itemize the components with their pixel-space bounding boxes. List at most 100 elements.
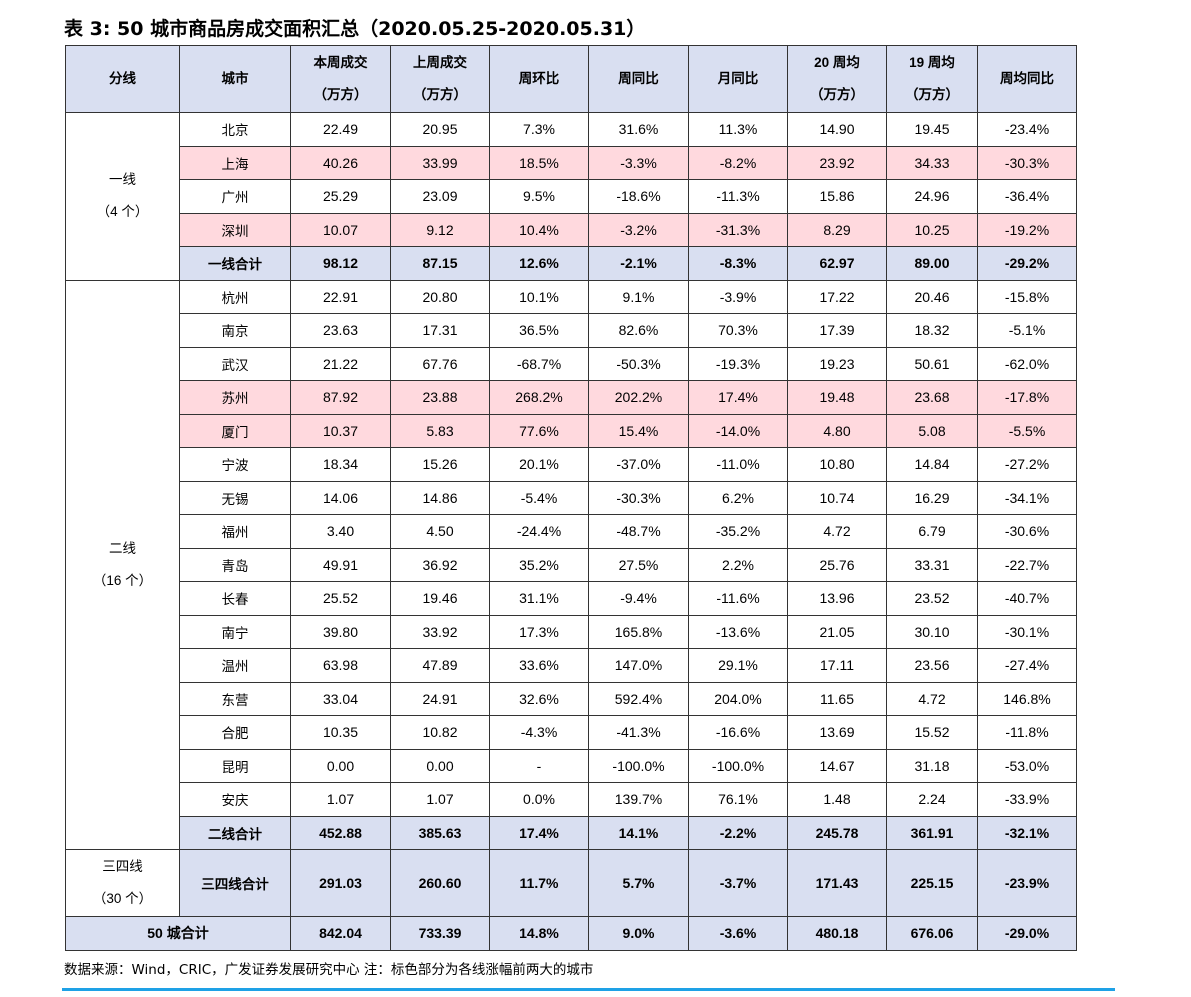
column-header: 周环比 <box>489 45 589 113</box>
value-cell: 268.2% <box>489 380 589 415</box>
value-cell: -11.0% <box>688 447 788 482</box>
value-cell: 11.7% <box>489 849 589 917</box>
city-cell: 苏州 <box>179 380 291 415</box>
value-cell: 18.32 <box>886 313 978 348</box>
table-row: 上海 40.26 33.99 18.5% -3.3% -8.2% 23.92 34.33 -30… <box>66 145 1077 180</box>
table-row: 苏州 87.92 23.88 268.2% 202.2% 17.4% 19.48 23.68-… <box>66 380 1077 415</box>
value-cell: 23.88 <box>390 380 490 415</box>
table-row: 安庆 1.07 1.07 0.0% 139.7% 76.1% 1.48 2.24 -33.9% <box>66 782 1077 817</box>
column-header: 城市 <box>179 45 291 113</box>
value-cell: 24.91 <box>390 681 490 716</box>
value-cell: 31.6% <box>588 112 689 147</box>
city-cell: 福州 <box>179 514 291 549</box>
value-cell: 10.82 <box>390 715 490 750</box>
table-title: 表 3: 50 城市商品房成交面积汇总（2020.05.25-2020.05.3… <box>64 18 646 40</box>
total-label: 50 城合计 <box>65 916 291 951</box>
value-cell: 9.1% <box>588 279 689 314</box>
value-cell: -30.3% <box>588 480 689 515</box>
table-row: 南宁 39.80 33.92 17.3% 165.8% -13.6% 21.05 30.10-… <box>66 614 1077 649</box>
value-cell: 4.80 <box>787 413 887 448</box>
value-cell: 87.92 <box>290 380 391 415</box>
table-row: 南京 23.63 17.31 36.5% 82.6% 70.3% 17.39 18.32 -5.… <box>66 313 1077 348</box>
value-cell: 4.72 <box>886 681 978 716</box>
value-cell: 1.07 <box>290 782 391 817</box>
value-cell: 0.0% <box>489 782 589 817</box>
value-cell: 15.26 <box>390 447 490 482</box>
value-cell: -16.6% <box>688 715 788 750</box>
value-cell: 17.31 <box>390 313 490 348</box>
value-cell: 31.18 <box>886 748 978 783</box>
value-cell: 9.0% <box>588 916 689 951</box>
value-cell: -2.1% <box>588 246 689 281</box>
value-cell: 23.09 <box>390 179 490 214</box>
tier-cell: 三四线 （30 个） <box>65 849 180 917</box>
city-cell: 南宁 <box>179 614 291 649</box>
value-cell: 18.34 <box>290 447 391 482</box>
value-cell: 36.92 <box>390 547 490 582</box>
value-cell: -8.3% <box>688 246 788 281</box>
value-cell: -27.2% <box>977 447 1077 482</box>
city-cell: 上海 <box>179 145 291 180</box>
value-cell: 36.5% <box>489 313 589 348</box>
table-row: 长春 25.52 19.46 31.1% -9.4% -11.6% 13.96 23.52 -4… <box>66 581 1077 616</box>
value-cell: 10.80 <box>787 447 887 482</box>
value-cell: 77.6% <box>489 413 589 448</box>
value-cell: -29.0% <box>977 916 1077 951</box>
value-cell: -3.9% <box>688 279 788 314</box>
table-row: 宁波 18.34 15.26 20.1% -37.0% -11.0% 10.80 14.84-… <box>66 447 1077 482</box>
column-header: 周均同比 <box>977 45 1077 113</box>
value-cell: 23.92 <box>787 145 887 180</box>
table-row: 昆明 0.00 0.00- -100.0% -100.0% 14.67 31.18 -53.0… <box>66 748 1077 783</box>
value-cell: -11.3% <box>688 179 788 214</box>
value-cell: 245.78 <box>787 815 887 850</box>
header-row: 分线 城市 本周成交 （万方） 上周成交 （万方） 周环比 周同比 月同比 20 周均 （万方） 19… <box>65 45 1077 113</box>
value-cell: -30.6% <box>977 514 1077 549</box>
value-cell: -100.0% <box>588 748 689 783</box>
value-cell: 62.97 <box>787 246 887 281</box>
city-cell: 长春 <box>179 581 291 616</box>
value-cell: 12.6% <box>489 246 589 281</box>
value-cell: 76.1% <box>688 782 788 817</box>
value-cell: 4.72 <box>787 514 887 549</box>
value-cell: 2.24 <box>886 782 978 817</box>
city-cell: 合肥 <box>179 715 291 750</box>
table-row: 二线 （16 个） 杭州 22.91 20.80 10.1% 9.1% -3.9% 17.22 2… <box>65 279 1077 850</box>
column-header: 本周成交 （万方） <box>290 45 391 113</box>
value-cell: -15.8% <box>977 279 1077 314</box>
source-note: 数据来源：Wind，CRIC，广发证券发展研究中心 注：标色部分为各线涨幅前两大… <box>64 962 594 978</box>
table-row: 东营 33.04 24.91 32.6% 592.4% 204.0% 11.65 4.72 14… <box>66 681 1077 716</box>
value-cell: 31.1% <box>489 581 589 616</box>
value-cell: 10.25 <box>886 212 978 247</box>
value-cell: 733.39 <box>390 916 490 951</box>
city-cell: 厦门 <box>179 413 291 448</box>
value-cell: -36.4% <box>977 179 1077 214</box>
value-cell: 139.7% <box>588 782 689 817</box>
value-cell: -3.2% <box>588 212 689 247</box>
value-cell: 33.6% <box>489 648 589 683</box>
value-cell: -48.7% <box>588 514 689 549</box>
city-cell: 东营 <box>179 681 291 716</box>
value-cell: 15.4% <box>588 413 689 448</box>
value-cell: -50.3% <box>588 346 689 381</box>
value-cell: -18.6% <box>588 179 689 214</box>
value-cell: -5.5% <box>977 413 1077 448</box>
value-cell: 202.2% <box>588 380 689 415</box>
column-header: 上周成交 （万方） <box>390 45 490 113</box>
value-cell: 33.04 <box>290 681 391 716</box>
city-cell: 南京 <box>179 313 291 348</box>
value-cell: 14.1% <box>588 815 689 850</box>
value-cell: 1.07 <box>390 782 490 817</box>
value-cell: 20.1% <box>489 447 589 482</box>
value-cell: -13.6% <box>688 614 788 649</box>
value-cell: 17.4% <box>489 815 589 850</box>
value-cell: 9.12 <box>390 212 490 247</box>
value-cell: -14.0% <box>688 413 788 448</box>
value-cell: -53.0% <box>977 748 1077 783</box>
value-cell: 23.56 <box>886 648 978 683</box>
value-cell: -3.7% <box>688 849 788 917</box>
city-cell: 深圳 <box>179 212 291 247</box>
tier-cell: 二线 （16 个） <box>65 279 180 850</box>
value-cell: 147.0% <box>588 648 689 683</box>
subtotal-row: 一线合计 98.12 87.15 12.6% -2.1% -8.3% 62.97 89.00-… <box>66 246 1077 281</box>
value-cell: 11.65 <box>787 681 887 716</box>
